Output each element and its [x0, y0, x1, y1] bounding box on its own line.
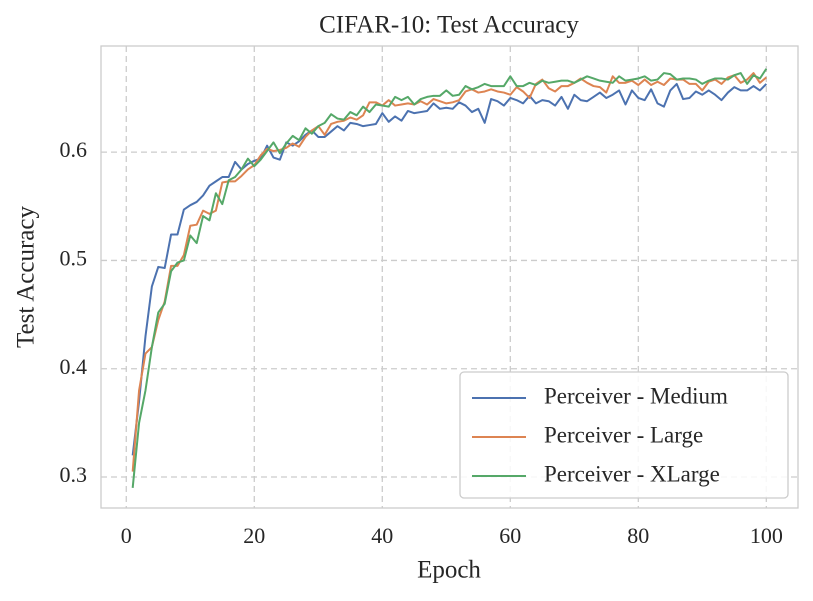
legend-label: Perceiver - Medium	[544, 383, 728, 408]
x-tick-label: 20	[243, 523, 265, 548]
x-tick-label: 0	[121, 523, 132, 548]
legend-label: Perceiver - XLarge	[544, 461, 720, 486]
y-tick-label: 0.3	[60, 462, 88, 487]
x-axis-label: Epoch	[417, 557, 481, 584]
x-tick-label: 40	[371, 523, 393, 548]
legend-box	[459, 371, 789, 499]
y-axis-label: Test Accuracy	[13, 206, 40, 348]
legend: Perceiver - Medium Perceiver - Large Perce…	[459, 371, 789, 499]
y-tick-label: 0.5	[60, 245, 88, 270]
y-tick-label: 0.6	[60, 137, 88, 162]
series-line	[131, 68, 768, 488]
legend-label: Perceiver - Large	[544, 422, 703, 447]
y-tick-label: 0.4	[60, 354, 88, 379]
chart-title: CIFAR-10: Test Accuracy	[319, 12, 579, 39]
series-line	[131, 72, 767, 472]
series-line	[131, 82, 768, 456]
x-tick-label: 100	[750, 523, 783, 548]
x-tick-label: 60	[499, 523, 521, 548]
plot-frame	[100, 45, 799, 509]
x-tick-label: 80	[627, 523, 649, 548]
